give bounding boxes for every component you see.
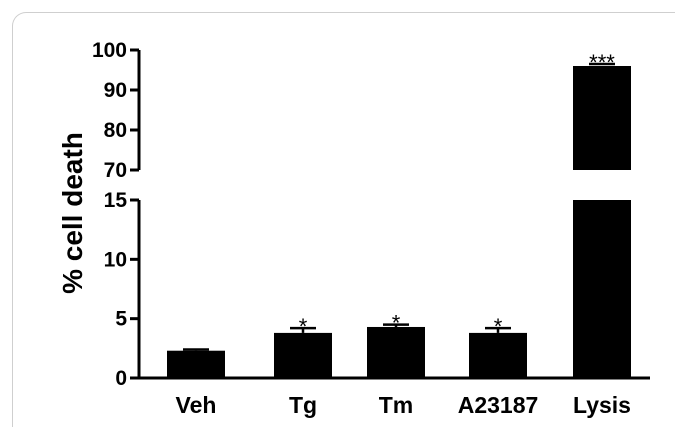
y-tick-label: 0 [115,367,127,390]
y-tick-label: 10 [104,248,127,271]
x-tick-label: Veh [176,392,217,418]
bar [274,332,332,378]
bar [167,350,225,378]
x-tick-label: Tg [289,392,317,418]
bars [167,62,631,378]
y-tick-label: 90 [104,79,127,102]
significance-marker: * [299,314,308,339]
y-tick-label: 70 [104,159,127,182]
bar [469,332,527,378]
bar [573,200,631,378]
y-tick-label: 5 [115,308,127,331]
significance-marker: * [392,311,401,336]
significance-marker: * [494,314,503,339]
y-axis-label: % cell death [57,132,88,294]
bar [573,66,631,170]
x-tick-label: Lysis [573,392,631,418]
significance-marker: *** [589,50,615,75]
y-tick-label: 80 [104,119,127,142]
x-tick-label: A23187 [458,392,539,418]
figure-frame [12,12,675,427]
bar [367,326,425,378]
x-tick-label: Tm [379,392,414,418]
y-tick-label: 100 [92,39,127,62]
y-tick-label: 15 [104,189,128,212]
